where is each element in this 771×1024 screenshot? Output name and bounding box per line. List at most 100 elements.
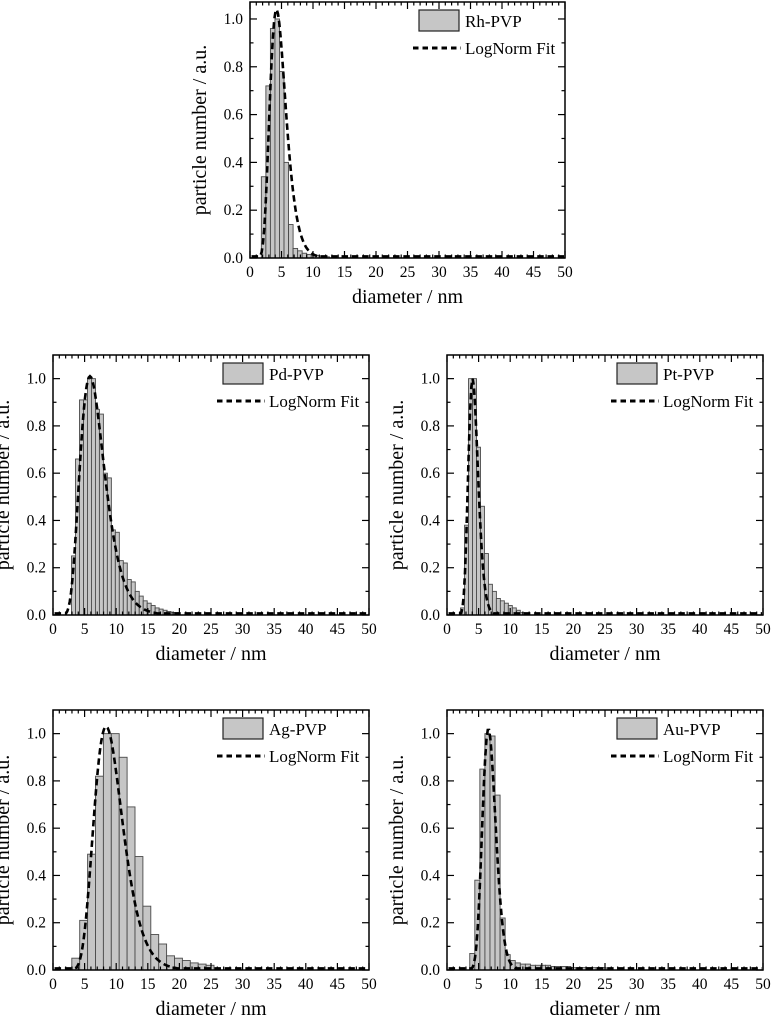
x-tick-label: 5 [81, 621, 89, 638]
chart-au-pvp: 0 5 10 15 20 25 30 35 40 45 50 0.0 0.2 0.4 0.6 0.8 1.0 di… [386, 709, 771, 1020]
x-tick-label: 15 [534, 621, 550, 638]
y-tick-label: 0.6 [421, 820, 441, 837]
x-tick-label: 20 [172, 621, 188, 638]
legend-swatch [222, 717, 264, 740]
histogram-bar [126, 806, 136, 971]
x-tick-label: 30 [629, 976, 645, 993]
x-tick-label: 30 [235, 976, 251, 993]
legend-swatch [616, 717, 658, 740]
legend-swatch [616, 362, 658, 385]
y-tick-label: 0.4 [27, 512, 47, 529]
x-tick-label: 10 [108, 621, 124, 638]
legend-fit-label: LogNorm Fit [269, 392, 359, 411]
chart-ag-pvp: 0 5 10 15 20 25 30 35 40 45 50 0.0 0.2 0.4 0.6 0.8 1.0 di… [0, 709, 377, 1020]
y-tick-label: 1.0 [421, 726, 441, 743]
x-tick-label: 35 [463, 264, 479, 281]
y-tick-label: 0.0 [421, 607, 441, 624]
lognorm-fit-curve [448, 378, 763, 615]
x-axis-label: diameter / nm [155, 643, 267, 665]
x-tick-label: 50 [755, 621, 771, 638]
x-tick-label: 0 [443, 976, 451, 993]
x-tick-label: 10 [108, 976, 124, 993]
x-tick-label: 45 [330, 621, 346, 638]
legend-sample-label: Au-PVP [663, 720, 721, 739]
y-axis-label: particle number / a.u. [386, 400, 408, 571]
x-tick-label: 5 [278, 264, 286, 281]
x-tick-label: 35 [266, 621, 282, 638]
y-tick-label: 0.8 [27, 773, 47, 790]
x-tick-label: 25 [597, 976, 613, 993]
x-tick-label: 25 [597, 621, 613, 638]
y-tick-label: 0.8 [421, 773, 441, 790]
x-tick-label: 45 [724, 976, 740, 993]
histogram-bar [288, 224, 294, 259]
y-tick-label: 0.2 [27, 560, 46, 577]
x-tick-label: 5 [475, 621, 483, 638]
histogram-bar [91, 378, 96, 616]
x-tick-label: 15 [337, 264, 353, 281]
y-tick-label: 0.6 [224, 107, 244, 124]
y-axis-label: particle number / a.u. [189, 45, 211, 216]
chart-pt-pvp: 0 5 10 15 20 25 30 35 40 45 50 0.0 0.2 0.4 0.6 0.8 1.0 di… [386, 354, 771, 665]
plot-frame [52, 709, 370, 971]
chart-rh-pvp: 0 5 10 15 20 25 30 35 40 45 50 0.0 0.2 0.4 0.6 0.8 1.0 di… [189, 1, 573, 308]
x-tick-label: 10 [502, 976, 518, 993]
y-tick-label: 0.2 [421, 560, 440, 577]
y-tick-label: 0.8 [224, 59, 244, 76]
legend-fit-label: LogNorm Fit [663, 392, 753, 411]
x-tick-label: 45 [526, 264, 542, 281]
x-tick-label: 50 [557, 264, 573, 281]
histogram-bar [283, 161, 290, 259]
histogram-bar [94, 408, 100, 616]
x-tick-label: 10 [305, 264, 321, 281]
histogram-bar [102, 472, 108, 616]
x-tick-label: 25 [400, 264, 416, 281]
y-tick-label: 0.8 [421, 418, 441, 435]
x-tick-label: 0 [49, 976, 57, 993]
x-tick-label: 40 [298, 976, 314, 993]
y-tick-label: 0.6 [27, 820, 47, 837]
histogram-bar [142, 600, 148, 616]
y-axis-label: particle number / a.u. [0, 755, 14, 926]
y-tick-label: 0.0 [421, 962, 441, 979]
x-tick-label: 50 [755, 976, 771, 993]
histogram-bar [274, 18, 280, 259]
x-tick-label: 5 [81, 976, 89, 993]
y-tick-label: 0.4 [27, 867, 47, 884]
histogram-bar [71, 555, 76, 616]
legend-fit-label: LogNorm Fit [465, 39, 555, 58]
y-axis-label: particle number / a.u. [386, 755, 408, 926]
x-tick-label: 40 [692, 621, 708, 638]
y-tick-label: 1.0 [224, 11, 244, 28]
x-tick-label: 35 [660, 621, 676, 638]
histogram-bar [484, 733, 491, 971]
y-tick-label: 0.2 [27, 915, 46, 932]
x-tick-label: 25 [203, 976, 219, 993]
y-tick-label: 0.4 [224, 154, 244, 171]
y-tick-label: 0.2 [421, 915, 440, 932]
y-tick-label: 0.0 [224, 250, 244, 267]
y-tick-label: 0.8 [27, 418, 47, 435]
histogram-bar [114, 531, 120, 616]
y-tick-label: 1.0 [421, 371, 441, 388]
plot-frame [249, 1, 566, 259]
histogram-bar [118, 756, 128, 971]
plot-frame [446, 709, 764, 971]
x-tick-label: 50 [361, 976, 377, 993]
y-tick-label: 0.4 [421, 867, 441, 884]
y-tick-label: 0.0 [27, 962, 47, 979]
chart-pd-pvp: 0 5 10 15 20 25 30 35 40 45 50 0.0 0.2 0.4 0.6 0.8 1.0 di… [0, 354, 377, 665]
x-tick-label: 20 [368, 264, 384, 281]
y-axis-label: particle number / a.u. [0, 400, 14, 571]
x-tick-label: 20 [566, 621, 582, 638]
x-tick-label: 0 [246, 264, 254, 281]
y-tick-label: 0.6 [421, 465, 441, 482]
x-tick-label: 15 [534, 976, 550, 993]
histogram-bar [491, 590, 497, 616]
y-tick-label: 0.4 [421, 512, 441, 529]
histogram-bar [110, 529, 116, 616]
histogram-bar [83, 399, 88, 616]
histogram-bar [95, 775, 104, 971]
legend-sample-label: Rh-PVP [465, 12, 522, 31]
